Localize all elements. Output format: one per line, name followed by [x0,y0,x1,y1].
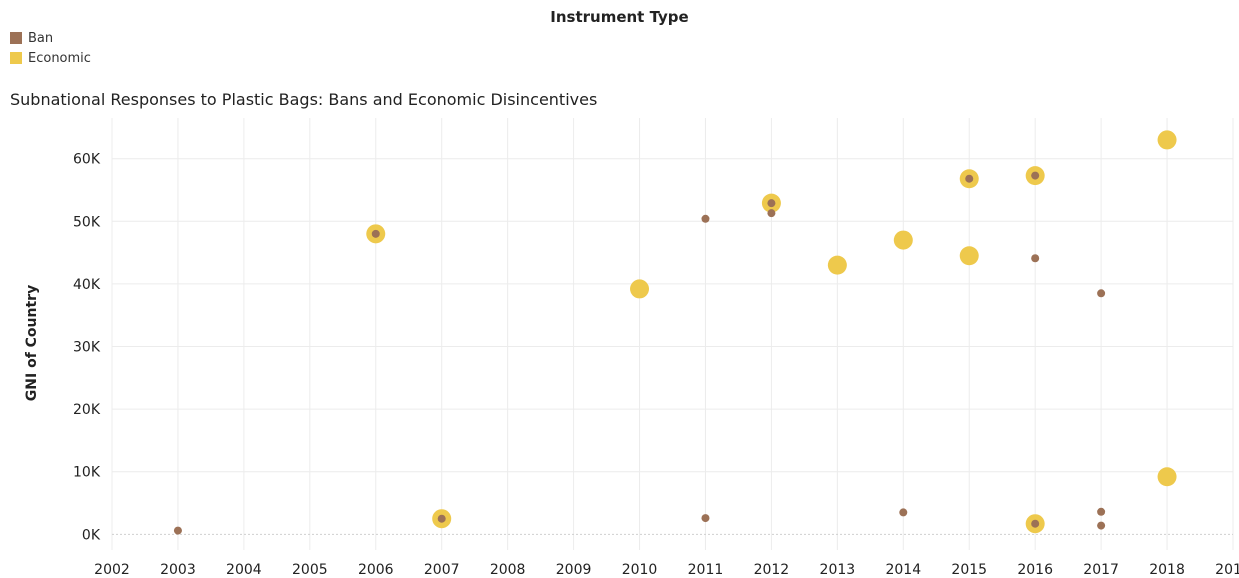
legend: Instrument Type Ban Economic [0,0,1239,70]
ban-point[interactable] [437,514,446,523]
data-points [173,130,1177,535]
x-tick-label: 2010 [622,562,658,578]
x-tick-label: 2003 [160,562,196,578]
legend-item-ban[interactable]: Ban [10,30,53,46]
ban-point[interactable] [1097,521,1106,530]
x-tick-label: 2016 [1017,562,1053,578]
legend-label-economic: Economic [28,50,91,66]
y-tick-label: 50K [73,214,101,230]
x-tick-label: 2007 [424,562,460,578]
y-tick-label: 40K [73,277,101,293]
y-axis-label: GNI of Country [24,285,40,401]
ban-point[interactable] [1097,507,1106,516]
axes: 2002 2003 2004 2005 2006 2007 2008 2009 2010 2011… [73,152,1239,578]
x-tick-label: 2015 [951,562,987,578]
ban-point[interactable] [899,508,908,517]
legend-label-ban: Ban [28,30,54,46]
legend-swatch-economic [10,52,22,64]
ban-point[interactable] [767,209,776,218]
economic-point[interactable] [959,246,979,266]
ban-point[interactable] [1097,289,1106,298]
chart-title: Subnational Responses to Plastic Bags: B… [10,90,598,109]
x-tick-label: 2013 [820,562,856,578]
legend-swatch-ban [10,32,22,44]
x-tick-label: 2002 [94,562,130,578]
ban-point[interactable] [701,514,710,523]
x-tick-label: 2011 [688,562,724,578]
economic-point[interactable] [827,255,847,275]
x-tick-label: 2006 [358,562,394,578]
grid-lines [111,118,1234,550]
ban-point[interactable] [371,229,380,238]
y-tick-label: 60K [73,152,101,168]
x-tick-label: 2018 [1149,562,1185,578]
ban-point[interactable] [1031,519,1040,528]
x-tick-label: 2008 [490,562,526,578]
x-tick-label: 2012 [754,562,790,578]
y-tick-label: 20K [73,402,101,418]
x-tick-label: 2009 [556,562,592,578]
y-tick-label: 10K [73,465,101,481]
ban-point[interactable] [701,214,710,223]
x-tick-label: 2019 [1215,562,1239,578]
x-tick-label: 2005 [292,562,328,578]
economic-point[interactable] [1157,130,1177,150]
x-tick-label: 2004 [226,562,262,578]
legend-title: Instrument Type [550,8,689,26]
ban-point[interactable] [1031,171,1040,180]
x-tick-label: 2014 [885,562,921,578]
y-tick-label: 0K [82,527,101,543]
economic-point[interactable] [893,230,913,250]
ban-point[interactable] [965,174,974,183]
economic-point[interactable] [630,279,650,299]
x-tick-label: 2017 [1083,562,1119,578]
ban-point[interactable] [767,199,776,208]
legend-item-economic[interactable]: Economic [10,50,91,66]
y-tick-label: 30K [73,340,101,356]
ban-point[interactable] [1031,254,1040,263]
ban-point[interactable] [173,526,182,535]
economic-point[interactable] [1157,467,1177,487]
